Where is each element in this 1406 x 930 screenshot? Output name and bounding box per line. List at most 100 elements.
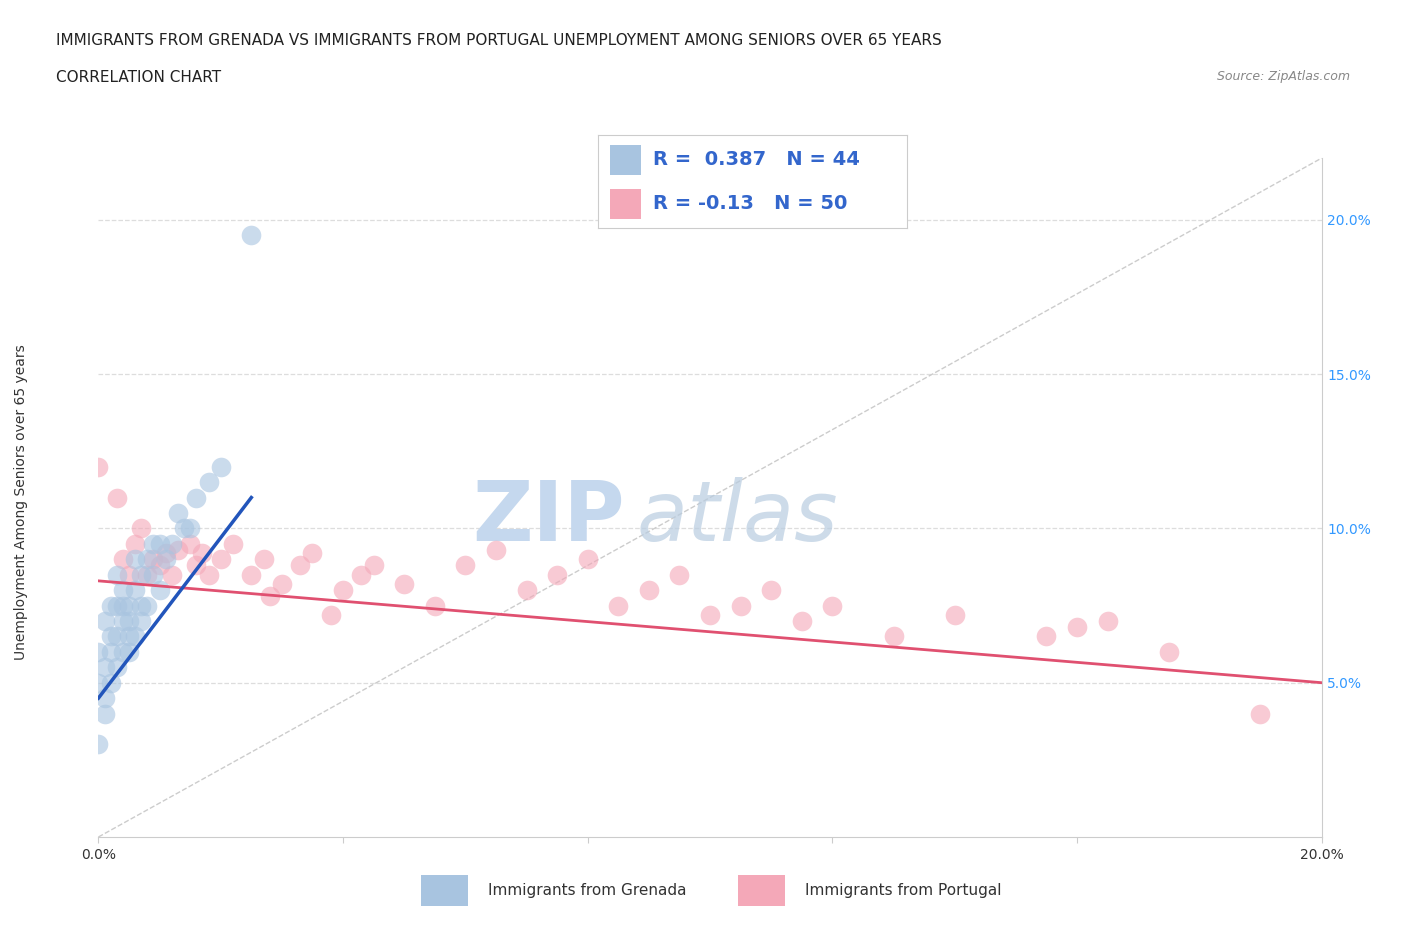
Point (1157, 644, 1180, 659)
Point (240, 567, 263, 582)
Text: atlas: atlas (637, 477, 838, 558)
Text: IMMIGRANTS FROM GRENADA VS IMMIGRANTS FROM PORTUGAL UNEMPLOYMENT AMONG SENIORS O: IMMIGRANTS FROM GRENADA VS IMMIGRANTS FR… (56, 33, 942, 47)
Point (197, 567, 219, 582)
Text: Unemployment Among Seniors over 65 years: Unemployment Among Seniors over 65 years (14, 344, 28, 660)
Point (93, 706, 115, 721)
Point (111, 583, 134, 598)
Point (111, 644, 134, 659)
Point (160, 567, 183, 582)
Text: CORRELATION CHART: CORRELATION CHART (56, 70, 221, 85)
Point (149, 558, 172, 573)
Point (129, 598, 152, 613)
Point (1066, 619, 1088, 634)
Point (186, 490, 208, 505)
Point (252, 551, 274, 566)
Point (149, 537, 172, 551)
Point (1097, 614, 1119, 629)
Point (576, 551, 599, 566)
Point (485, 542, 508, 557)
Point (332, 583, 354, 598)
Point (136, 551, 159, 566)
Point (129, 567, 152, 582)
FancyBboxPatch shape (610, 189, 641, 219)
Point (883, 629, 905, 644)
Text: R = -0.13   N = 50: R = -0.13 N = 50 (654, 194, 848, 213)
Point (270, 577, 292, 591)
Point (124, 551, 146, 566)
Point (668, 567, 690, 582)
Point (105, 490, 128, 505)
Point (759, 583, 782, 598)
FancyBboxPatch shape (420, 875, 468, 906)
Point (222, 537, 245, 551)
Point (392, 577, 416, 591)
Point (100, 629, 122, 644)
Point (136, 567, 159, 582)
Point (105, 567, 128, 582)
Point (1249, 706, 1271, 721)
FancyBboxPatch shape (738, 875, 785, 906)
Point (160, 537, 183, 551)
Point (129, 614, 152, 629)
Point (209, 551, 232, 566)
Point (87, 644, 110, 659)
Point (637, 583, 661, 598)
Point (100, 598, 122, 613)
Point (118, 644, 141, 659)
Point (191, 546, 214, 561)
Point (546, 567, 568, 582)
Point (105, 660, 128, 675)
Point (240, 228, 263, 243)
Text: Immigrants from Portugal: Immigrants from Portugal (806, 883, 1002, 898)
Point (350, 567, 373, 582)
Point (209, 459, 232, 474)
Point (124, 583, 146, 598)
Point (197, 474, 219, 489)
Point (105, 629, 128, 644)
Point (155, 546, 177, 561)
Point (943, 607, 966, 622)
Point (423, 598, 446, 613)
Point (607, 598, 630, 613)
Point (173, 521, 195, 536)
Point (259, 589, 281, 604)
Point (100, 644, 122, 659)
Point (699, 607, 721, 622)
Point (790, 614, 813, 629)
Point (290, 558, 312, 573)
Point (136, 598, 159, 613)
Point (142, 537, 165, 551)
Point (111, 598, 134, 613)
Text: Source: ZipAtlas.com: Source: ZipAtlas.com (1216, 70, 1350, 83)
Point (87, 675, 110, 690)
Point (124, 629, 146, 644)
Point (821, 598, 844, 613)
Point (87, 737, 110, 751)
Text: Immigrants from Grenada: Immigrants from Grenada (488, 883, 686, 898)
Text: ZIP: ZIP (472, 477, 624, 558)
Point (186, 558, 208, 573)
Point (179, 537, 201, 551)
Point (363, 558, 385, 573)
Point (118, 614, 141, 629)
Point (93, 614, 115, 629)
Point (111, 614, 134, 629)
Point (149, 583, 172, 598)
Point (105, 598, 128, 613)
Point (516, 583, 538, 598)
Point (454, 558, 477, 573)
Point (167, 506, 190, 521)
Point (179, 521, 201, 536)
Point (319, 607, 342, 622)
FancyBboxPatch shape (610, 145, 641, 175)
Point (111, 551, 134, 566)
Point (118, 629, 141, 644)
Point (155, 551, 177, 566)
Point (129, 521, 152, 536)
Point (87, 459, 110, 474)
Point (142, 567, 165, 582)
Point (301, 546, 323, 561)
Point (93, 660, 115, 675)
Point (124, 537, 146, 551)
Point (100, 675, 122, 690)
